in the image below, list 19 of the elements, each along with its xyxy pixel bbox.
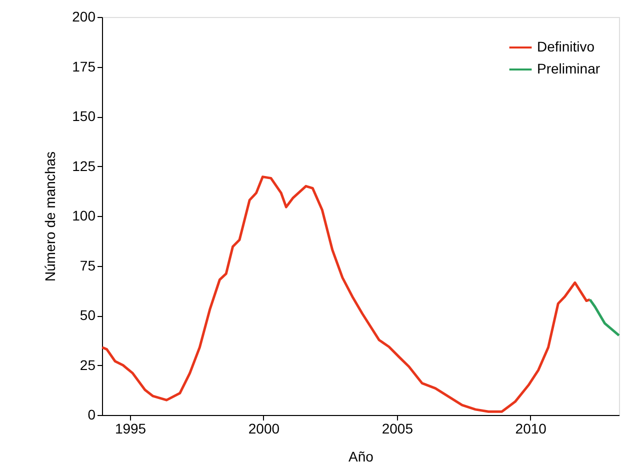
legend-label: Definitivo <box>537 38 595 54</box>
x-tick-label: 2010 <box>515 420 547 436</box>
y-tick-label: 50 <box>80 307 96 323</box>
y-tick-label: 25 <box>80 356 96 373</box>
x-tick-label: 2005 <box>382 420 414 436</box>
x-tick-label: 2000 <box>248 420 280 436</box>
legend-label: Preliminar <box>537 60 600 76</box>
x-tick-label: 1995 <box>114 420 146 436</box>
y-tick-label: 125 <box>72 158 96 174</box>
x-axis-title: Año <box>348 448 374 464</box>
y-tick-label: 0 <box>88 406 96 422</box>
y-axis-title: Número de manchas <box>42 152 58 282</box>
y-tick-label: 100 <box>72 208 96 224</box>
y-tick-label: 150 <box>72 108 96 124</box>
y-tick-label: 200 <box>72 8 96 24</box>
line-series <box>101 176 592 413</box>
y-tick-label: 75 <box>80 257 96 274</box>
line-series <box>588 298 620 337</box>
y-tick-label: 175 <box>72 58 96 74</box>
